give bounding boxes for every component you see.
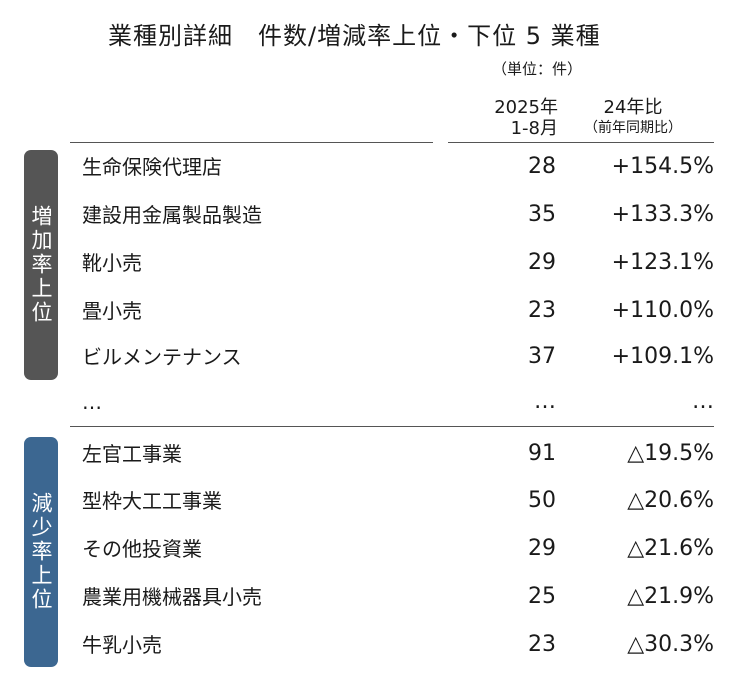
table-row: 畳小売 23 +110.0% bbox=[82, 287, 714, 335]
industry-name: その他投資業 bbox=[82, 537, 202, 561]
count-value: 50 bbox=[528, 488, 556, 513]
count-value: 29 bbox=[528, 250, 556, 275]
header-rule-left bbox=[70, 142, 433, 143]
rate-value: +110.0% bbox=[611, 298, 714, 323]
count-value: 23 bbox=[528, 298, 556, 323]
count-value: 37 bbox=[528, 344, 556, 369]
column-header-rate-line1: 24年比 bbox=[603, 97, 663, 118]
column-header-count: 2025年 1-8月 bbox=[494, 97, 558, 139]
industry-name: … bbox=[82, 390, 102, 414]
column-header-count-line2: 1-8月 bbox=[510, 118, 558, 139]
industry-name: 生命保険代理店 bbox=[82, 155, 222, 179]
ellipsis-row: … … … bbox=[82, 378, 714, 426]
count-value: 25 bbox=[528, 584, 556, 609]
rate-value: △30.3% bbox=[627, 632, 714, 657]
unit-note: （単位：件） bbox=[492, 60, 583, 78]
column-header-count-line1: 2025年 bbox=[494, 97, 558, 118]
count-value: 28 bbox=[528, 154, 556, 179]
rate-value: +109.1% bbox=[611, 344, 714, 369]
count-value: 35 bbox=[528, 202, 556, 227]
table-row: 型枠大工工事業 50 △20.6% bbox=[82, 477, 714, 525]
count-value: … bbox=[534, 389, 556, 414]
count-value: 23 bbox=[528, 632, 556, 657]
header-rule-right bbox=[448, 142, 714, 143]
industry-name: ビルメンテナンス bbox=[82, 345, 242, 369]
industry-name: 靴小売 bbox=[82, 251, 142, 275]
rate-value: △19.5% bbox=[627, 441, 714, 466]
table-row: 靴小売 29 +123.1% bbox=[82, 239, 714, 287]
table-row: 建設用金属製品製造 35 +133.3% bbox=[82, 191, 714, 239]
industry-name: 建設用金属製品製造 bbox=[82, 203, 262, 227]
rate-value: △20.6% bbox=[627, 488, 714, 513]
table-row: 牛乳小売 23 △30.3% bbox=[82, 621, 714, 669]
table-row: その他投資業 29 △21.6% bbox=[82, 525, 714, 573]
table-row: 左官工事業 91 △19.5% bbox=[82, 430, 714, 478]
column-header-rate-line2: （前年同期比） bbox=[584, 120, 682, 136]
group-label-decrease: 減少率上位 bbox=[24, 437, 58, 667]
count-value: 91 bbox=[528, 441, 556, 466]
count-value: 29 bbox=[528, 536, 556, 561]
table-row: 農業用機械器具小売 25 △21.9% bbox=[82, 573, 714, 621]
rate-value: △21.9% bbox=[627, 584, 714, 609]
industry-name: 農業用機械器具小売 bbox=[82, 585, 262, 609]
rate-value: +123.1% bbox=[611, 250, 714, 275]
table-row: ビルメンテナンス 37 +109.1% bbox=[82, 333, 714, 381]
industry-name: 牛乳小売 bbox=[82, 633, 162, 657]
table-row: 生命保険代理店 28 +154.5% bbox=[82, 143, 714, 191]
rate-value: … bbox=[692, 389, 714, 414]
divider-rule bbox=[70, 426, 714, 427]
rate-value: +133.3% bbox=[611, 202, 714, 227]
column-header-rate: 24年比 （前年同期比） bbox=[568, 97, 698, 139]
industry-name: 型枠大工工事業 bbox=[82, 489, 222, 513]
industry-name: 畳小売 bbox=[82, 299, 142, 323]
table-title: 業種別詳細 件数/増減率上位・下位 5 業種 bbox=[108, 22, 601, 50]
industry-name: 左官工事業 bbox=[82, 442, 182, 466]
rate-value: △21.6% bbox=[627, 536, 714, 561]
group-label-increase: 増加率上位 bbox=[24, 150, 58, 380]
rate-value: +154.5% bbox=[611, 154, 714, 179]
